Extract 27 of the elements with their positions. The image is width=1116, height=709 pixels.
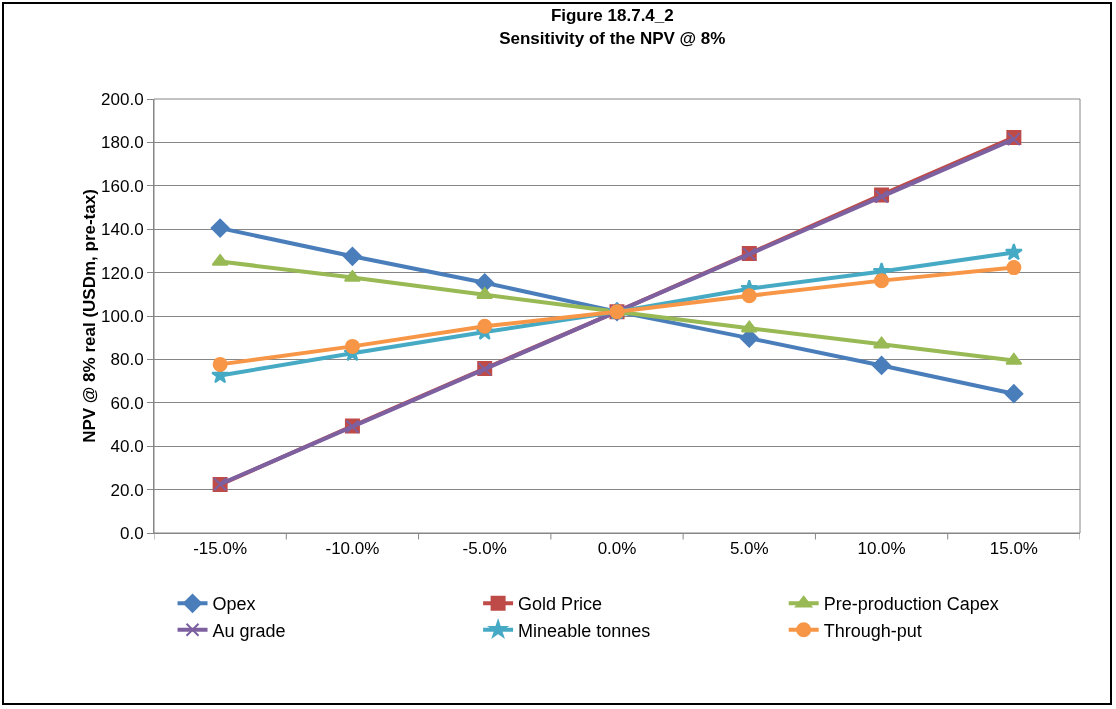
y-tick-label: 160.0 [101, 176, 144, 196]
y-tick-label: 140.0 [101, 220, 144, 240]
x-tick-label: 15.0% [989, 539, 1038, 559]
y-axis-title: NPV @ 8% real (USDm, pre-tax) [80, 189, 100, 443]
y-tick-label: 80.0 [110, 350, 144, 370]
legend-label: Gold Price [518, 594, 603, 615]
chart-title: Figure 18.7.4_2 [550, 6, 674, 26]
x-tick-label: -15.0% [193, 539, 248, 559]
legend-label: Mineable tonnes [518, 620, 651, 641]
y-tick-label: 100.0 [101, 306, 144, 326]
y-tick-label: 180.0 [101, 133, 144, 153]
x-tick-label: 10.0% [857, 539, 906, 559]
legend-label: Through-put [823, 620, 922, 641]
x-tick-label: -10.0% [325, 539, 380, 559]
x-tick-label: -5.0% [462, 539, 507, 559]
y-tick-label: 60.0 [110, 393, 144, 413]
y-tick-label: 200.0 [101, 89, 144, 109]
x-tick-label: 5.0% [729, 539, 769, 559]
x-tick-label: 0.0% [597, 539, 637, 559]
legend-label: Au grade [212, 620, 286, 641]
y-tick-label: 20.0 [110, 480, 144, 500]
y-tick-label: 40.0 [110, 437, 144, 457]
legend-label: Opex [212, 594, 256, 615]
y-tick-label: 120.0 [101, 263, 144, 283]
chart-subtitle: Sensitivity of the NPV @ 8% [499, 28, 726, 48]
legend-label: Pre-production Capex [823, 594, 999, 615]
y-tick-label: 0.0 [119, 523, 144, 543]
